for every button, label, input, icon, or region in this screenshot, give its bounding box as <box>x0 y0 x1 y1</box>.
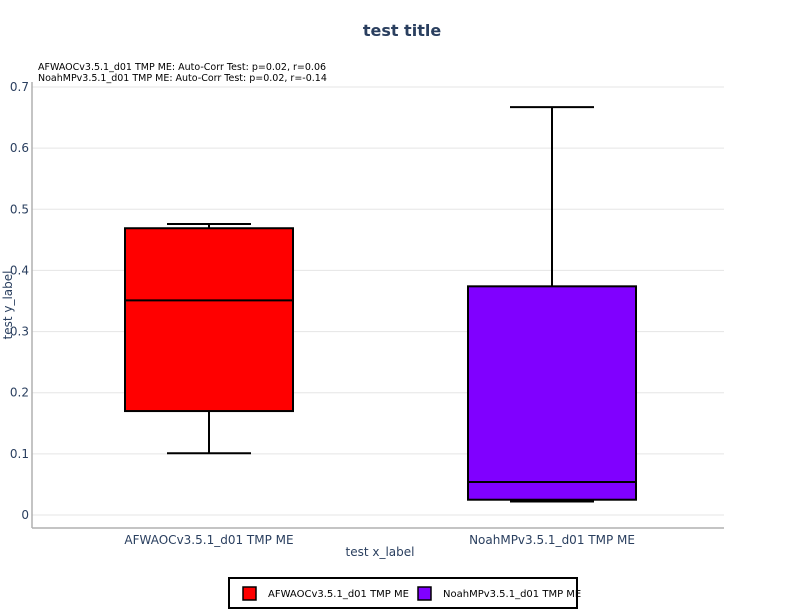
chart-title: test title <box>363 21 442 40</box>
y-tick-label: 0 <box>21 508 29 522</box>
annotation-noahmp: NoahMPv3.5.1_d01 TMP ME: Auto-Corr Test:… <box>38 73 327 84</box>
y-tick-label: 0.6 <box>10 141 29 155</box>
y-tick-label: 0.3 <box>10 325 29 339</box>
iqr-box <box>124 227 294 413</box>
x-axis-label: test x_label <box>346 545 415 559</box>
legend-swatch-noahmp <box>417 586 432 601</box>
x-tick-label: AFWAOCv3.5.1_d01 TMP ME <box>124 533 293 547</box>
box-0 <box>124 222 294 455</box>
y-tick-labels: 0 0.1 0.2 0.3 0.4 0.5 0.6 0.7 <box>10 80 29 522</box>
box-1 <box>467 106 637 503</box>
x-tick-label: NoahMPv3.5.1_d01 TMP ME <box>469 533 635 547</box>
legend: AFWAOCv3.5.1_d01 TMP ME NoahMPv3.5.1_d01… <box>228 577 581 609</box>
y-tick-label: 0.1 <box>10 447 29 461</box>
y-tick-label: 0.7 <box>10 80 29 94</box>
x-tick-labels: AFWAOCv3.5.1_d01 TMP ME NoahMPv3.5.1_d01 … <box>124 533 635 547</box>
y-tick-label: 0.2 <box>10 386 29 400</box>
annotation-afwaoc: AFWAOCv3.5.1_d01 TMP ME: Auto-Corr Test:… <box>38 62 326 73</box>
legend-label-noahmp: NoahMPv3.5.1_d01 TMP ME <box>443 589 581 600</box>
y-tick-label: 0.4 <box>10 263 29 277</box>
legend-label-afwaoc: AFWAOCv3.5.1_d01 TMP ME <box>268 589 409 600</box>
legend-swatch-afwaoc <box>242 586 257 601</box>
iqr-box <box>467 285 637 501</box>
y-axis-label: test y_label <box>1 271 15 340</box>
legend-box <box>228 577 578 609</box>
y-tick-label: 0.5 <box>10 202 29 216</box>
box-plots <box>124 106 637 503</box>
axes <box>31 82 724 529</box>
